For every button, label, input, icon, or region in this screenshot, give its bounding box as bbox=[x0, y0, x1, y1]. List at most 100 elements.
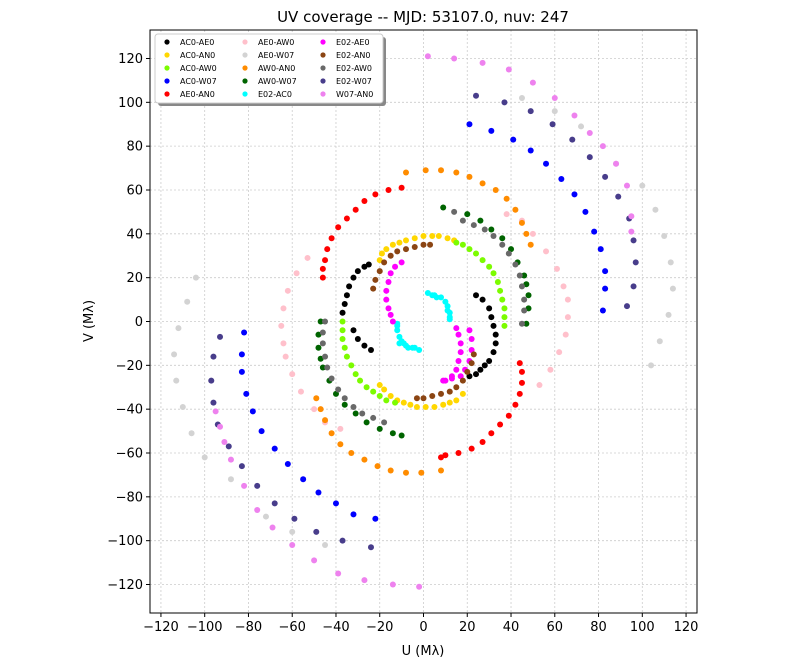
data-point bbox=[602, 173, 609, 180]
data-point bbox=[424, 53, 431, 60]
series-aw0-an0 bbox=[313, 167, 534, 476]
data-point bbox=[208, 377, 215, 384]
data-point bbox=[352, 371, 359, 378]
data-point bbox=[324, 246, 331, 253]
data-point bbox=[396, 333, 403, 340]
data-point bbox=[501, 305, 508, 312]
data-point bbox=[354, 336, 361, 343]
data-point bbox=[466, 327, 473, 334]
data-point bbox=[527, 108, 534, 115]
data-point bbox=[335, 224, 342, 231]
grid bbox=[150, 30, 697, 613]
data-point bbox=[490, 270, 497, 277]
data-point bbox=[427, 241, 434, 248]
x-tick-label: −120 bbox=[143, 620, 179, 635]
data-point bbox=[385, 186, 392, 193]
x-tick-label: 20 bbox=[459, 620, 476, 635]
data-point bbox=[473, 292, 480, 299]
data-point bbox=[518, 283, 525, 290]
data-point bbox=[582, 208, 589, 215]
data-point bbox=[328, 430, 335, 437]
data-point bbox=[661, 233, 668, 240]
data-point bbox=[479, 296, 486, 303]
data-point bbox=[392, 263, 399, 270]
y-tick-label: −120 bbox=[107, 578, 143, 593]
data-point bbox=[339, 327, 346, 334]
data-point bbox=[361, 197, 368, 204]
data-point bbox=[486, 305, 493, 312]
data-point bbox=[453, 169, 460, 176]
data-point bbox=[488, 430, 495, 437]
series-ae0-an0 bbox=[319, 184, 525, 461]
data-point bbox=[359, 410, 366, 417]
data-point bbox=[586, 154, 593, 161]
y-axis-label: V (Mλ) bbox=[82, 300, 97, 342]
data-point bbox=[543, 248, 550, 255]
data-point bbox=[389, 241, 396, 248]
data-point bbox=[322, 257, 329, 264]
data-point bbox=[446, 314, 453, 321]
data-point bbox=[464, 368, 471, 375]
data-point bbox=[385, 305, 392, 312]
legend: AC0-AE0 AC0-AN0 AC0-AW0 AC0-W07 AE0-AN0 AE0-A… bbox=[154, 33, 386, 106]
data-point bbox=[512, 401, 519, 408]
data-point bbox=[549, 121, 556, 128]
data-point bbox=[343, 215, 350, 222]
data-point bbox=[188, 430, 195, 437]
data-point bbox=[648, 362, 655, 369]
data-point bbox=[473, 371, 480, 378]
y-tick-label: 60 bbox=[126, 183, 143, 198]
data-point bbox=[350, 327, 357, 334]
data-point bbox=[398, 432, 405, 439]
legend-marker bbox=[320, 52, 326, 58]
data-point bbox=[328, 235, 335, 242]
data-point bbox=[339, 318, 346, 325]
data-point bbox=[527, 241, 534, 248]
data-point bbox=[501, 314, 508, 321]
data-point bbox=[225, 443, 232, 450]
data-point bbox=[319, 340, 326, 347]
y-tick-label: −20 bbox=[116, 359, 143, 374]
data-point bbox=[175, 325, 182, 332]
data-point bbox=[623, 182, 630, 189]
data-point bbox=[477, 366, 484, 373]
data-point bbox=[562, 331, 569, 338]
data-point bbox=[492, 340, 499, 347]
data-point bbox=[516, 272, 523, 279]
x-tick-label: 60 bbox=[547, 620, 564, 635]
data-point bbox=[630, 283, 637, 290]
data-point bbox=[354, 268, 361, 275]
x-tick-label: 100 bbox=[630, 620, 655, 635]
data-point bbox=[438, 467, 445, 474]
series-ac0-ae0 bbox=[339, 261, 499, 380]
data-point bbox=[385, 279, 392, 286]
data-point bbox=[262, 513, 269, 520]
data-point bbox=[628, 228, 635, 235]
data-point bbox=[374, 463, 381, 470]
series-e02-aw0 bbox=[319, 208, 528, 426]
data-point bbox=[571, 112, 578, 119]
data-point bbox=[363, 419, 370, 426]
data-point bbox=[383, 246, 390, 253]
legend-marker bbox=[164, 65, 170, 71]
y-tick-label: 20 bbox=[126, 271, 143, 286]
data-point bbox=[370, 388, 377, 395]
y-tick-label: 80 bbox=[126, 140, 143, 155]
data-point bbox=[394, 322, 401, 329]
data-point bbox=[387, 467, 394, 474]
data-point bbox=[438, 454, 445, 461]
data-point bbox=[311, 557, 318, 564]
data-point bbox=[243, 390, 250, 397]
x-tick-label: −40 bbox=[322, 620, 349, 635]
data-point bbox=[241, 329, 248, 336]
data-point bbox=[669, 285, 676, 292]
data-point bbox=[343, 292, 350, 299]
data-point bbox=[492, 186, 499, 193]
data-point bbox=[564, 296, 571, 303]
data-point bbox=[389, 581, 396, 588]
data-point bbox=[376, 393, 383, 400]
data-point bbox=[398, 184, 405, 191]
x-tick-label: −20 bbox=[366, 620, 393, 635]
data-point bbox=[322, 318, 329, 325]
